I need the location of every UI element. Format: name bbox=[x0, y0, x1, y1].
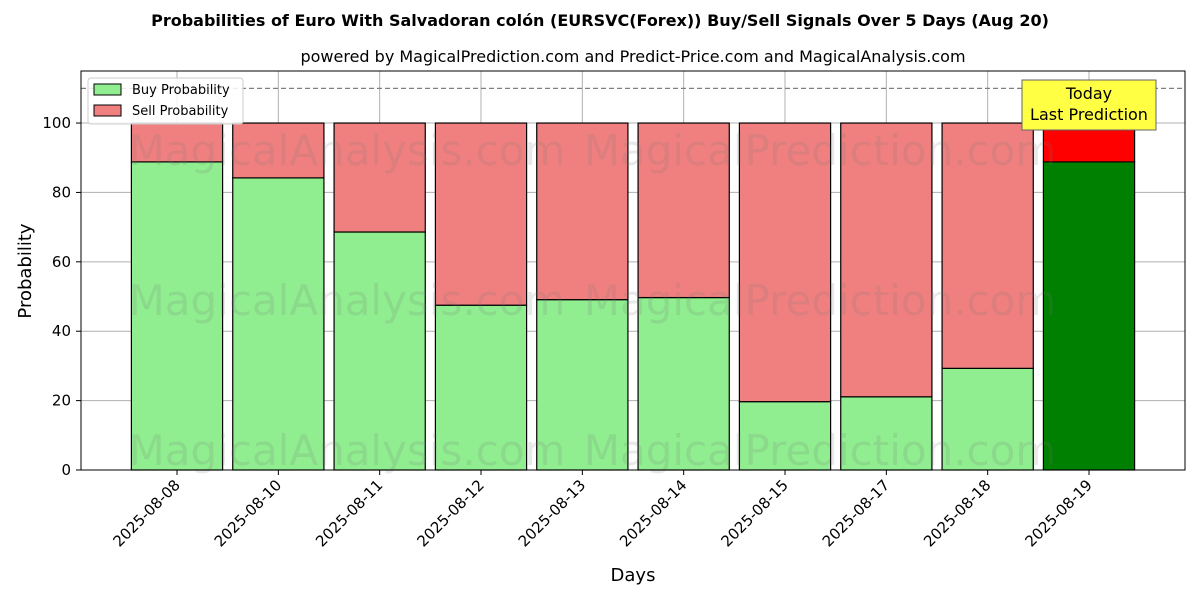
buy-bar bbox=[738, 401, 832, 471]
buy-bar bbox=[130, 161, 224, 471]
sell-bar bbox=[738, 122, 832, 403]
y-tick-label: 80 bbox=[52, 183, 71, 201]
watermark-text: MagicalPrediction.com bbox=[584, 426, 1057, 475]
legend: Buy Probability Sell Probability bbox=[87, 77, 244, 125]
watermark-text: MagicalAnalysis.com bbox=[129, 276, 566, 325]
buy-bar bbox=[840, 396, 933, 471]
legend-sell-swatch bbox=[93, 104, 122, 117]
plot-frame bbox=[80, 70, 1186, 471]
sell-bar bbox=[434, 122, 528, 306]
chart-subtitle: powered by MagicalPrediction.com and Pre… bbox=[300, 47, 965, 66]
y-tick-label: 20 bbox=[52, 392, 71, 410]
x-tick-label: 2025-08-11 bbox=[312, 476, 386, 550]
sell-bar bbox=[333, 122, 426, 233]
x-tick-label: 2025-08-12 bbox=[413, 476, 487, 550]
sell-bar bbox=[840, 122, 933, 398]
chart-title: Probabilities of Euro With Salvadoran co… bbox=[151, 11, 1049, 30]
x-tick-label: 2025-08-13 bbox=[515, 476, 589, 550]
today-annotation: Today Last Prediction bbox=[1021, 79, 1157, 131]
y-axis-label: Probability bbox=[15, 223, 36, 318]
annotation-line-2: Last Prediction bbox=[1030, 105, 1148, 124]
y-tick-label: 60 bbox=[52, 253, 71, 271]
y-tick-label: 0 bbox=[61, 461, 71, 479]
legend-buy-label: Buy Probability bbox=[132, 83, 230, 98]
y-tick-label: 40 bbox=[52, 322, 71, 340]
watermark-layer: MagicalAnalysis.com MagicalPrediction.com… bbox=[129, 126, 1057, 475]
x-tick-label: 2025-08-08 bbox=[109, 476, 183, 550]
x-tick-label: 2025-08-15 bbox=[717, 476, 791, 550]
buy-bar bbox=[333, 231, 426, 471]
buy-bar bbox=[941, 367, 1034, 471]
watermark-text: MagicalPrediction.com bbox=[584, 126, 1057, 175]
annotation-line-1: Today bbox=[1065, 84, 1112, 103]
x-tick-label: 2025-08-10 bbox=[211, 476, 285, 550]
sell-bar bbox=[130, 122, 224, 163]
legend-sell-label: Sell Probability bbox=[132, 104, 229, 119]
watermark-text: MagicalPrediction.com bbox=[584, 276, 1057, 325]
sell-bar bbox=[941, 122, 1034, 369]
buy-bar bbox=[637, 296, 730, 471]
buy-bar bbox=[536, 299, 629, 471]
sell-bar bbox=[536, 122, 629, 301]
x-tick-label: 2025-08-17 bbox=[819, 476, 893, 550]
bars-layer bbox=[130, 122, 1136, 471]
legend-buy-swatch bbox=[93, 83, 122, 96]
x-tick-label: 2025-08-14 bbox=[616, 476, 690, 550]
watermark-text: MagicalAnalysis.com bbox=[129, 426, 566, 475]
legend-frame bbox=[87, 77, 244, 125]
sell-bar bbox=[232, 122, 325, 179]
x-axis-label: Days bbox=[611, 565, 656, 586]
buy-bar bbox=[434, 304, 528, 471]
y-tick-label: 100 bbox=[42, 114, 71, 132]
x-tick-label: 2025-08-19 bbox=[1021, 476, 1095, 550]
x-tick-label: 2025-08-18 bbox=[920, 476, 994, 550]
watermark-text: MagicalAnalysis.com bbox=[129, 126, 566, 175]
sell-bar bbox=[637, 122, 730, 299]
annotation-box bbox=[1021, 79, 1157, 131]
buy-bar bbox=[1042, 161, 1136, 471]
